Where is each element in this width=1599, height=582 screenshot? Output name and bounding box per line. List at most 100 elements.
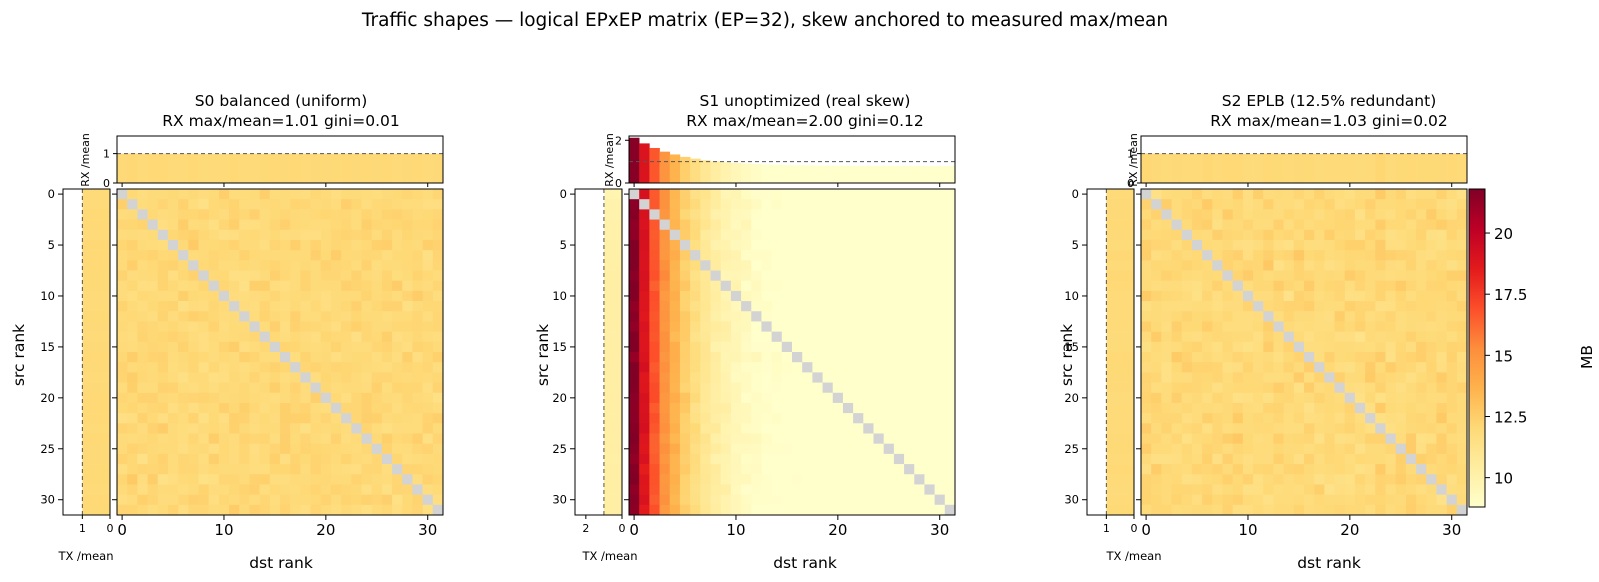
heatmap-cell: [761, 250, 773, 261]
heatmap-cell: [1141, 301, 1152, 312]
heatmap-cell: [208, 229, 220, 241]
y-tick-label: 15: [1064, 340, 1079, 354]
rx-bar: [853, 165, 864, 183]
heatmap-cell: [812, 250, 823, 261]
heatmap-cell: [781, 464, 793, 475]
heatmap-cell: [1324, 484, 1335, 496]
heatmap-cell: [412, 484, 424, 496]
heatmap-cell: [761, 474, 773, 485]
heatmap-cell: [649, 189, 660, 200]
heatmap-cell: [812, 352, 823, 363]
heatmap-cell: [639, 260, 650, 271]
heatmap-cell: [720, 239, 732, 251]
heatmap-cell: [229, 341, 240, 353]
heatmap-cell: [649, 352, 660, 363]
heatmap-cell: [1212, 290, 1223, 302]
heatmap-cell: [127, 301, 138, 312]
heatmap-cell: [842, 301, 854, 312]
heatmap-cell: [1426, 260, 1437, 271]
heatmap-cell: [669, 270, 681, 282]
heatmap-cell: [1212, 504, 1223, 516]
rx-bar: [1436, 153, 1447, 183]
heatmap-cell: [812, 392, 823, 404]
heatmap-cell: [1283, 199, 1295, 210]
heatmap-cell: [659, 331, 671, 343]
tx-bar: [1106, 341, 1134, 353]
rx-bar: [822, 165, 834, 183]
heatmap-cell: [700, 341, 711, 353]
heatmap-cell: [422, 260, 434, 271]
heatmap-cell: [720, 331, 732, 343]
heatmap-cell: [781, 280, 793, 292]
heatmap-cell: [351, 504, 362, 516]
heatmap-cell: [1354, 352, 1366, 363]
heatmap-cell: [904, 423, 915, 434]
heatmap-cell: [812, 219, 823, 231]
heatmap-cell: [822, 209, 834, 220]
heatmap-cell: [381, 382, 393, 394]
heatmap-cell: [1436, 311, 1448, 322]
heatmap-cell: [822, 362, 834, 373]
heatmap-cell: [300, 413, 311, 424]
heatmap-cell: [1293, 280, 1305, 292]
heatmap-cell: [1232, 423, 1244, 434]
heatmap-cell: [1416, 443, 1427, 455]
heatmap-cell: [1344, 250, 1356, 261]
heatmap-cell: [1151, 494, 1162, 506]
heatmap-cell: [832, 321, 844, 333]
heatmap-cell: [1405, 494, 1417, 506]
heatmap-cell: [229, 484, 240, 496]
heatmap-cell: [320, 402, 332, 414]
heatmap-cell: [944, 423, 956, 434]
heatmap-cell: [198, 321, 210, 333]
heatmap-cell: [751, 331, 762, 343]
tx-bar: [1106, 494, 1134, 506]
heatmap-cell: [239, 504, 250, 516]
heatmap-cell: [1446, 392, 1458, 404]
heatmap-cell: [1375, 199, 1386, 210]
heatmap-cell: [330, 372, 342, 383]
heatmap-cell: [1151, 331, 1162, 343]
heatmap-cell: [310, 199, 322, 210]
heatmap-cell: [1354, 382, 1366, 394]
rx-bar: [249, 153, 260, 183]
heatmap-cell: [351, 362, 362, 373]
heatmap-cell: [730, 494, 742, 506]
heatmap-cell: [710, 331, 722, 343]
heatmap-cell: [269, 352, 281, 363]
heatmap-cell: [690, 260, 701, 271]
heatmap-cell: [832, 453, 844, 465]
heatmap-cell: [1151, 270, 1162, 282]
tx-bar: [603, 270, 622, 281]
heatmap-cell: [157, 402, 169, 414]
heatmap-cell: [669, 413, 681, 424]
heatmap-cell: [883, 504, 895, 516]
heatmap-cell: [679, 402, 691, 414]
heatmap-cell: [771, 250, 783, 261]
heatmap-cell: [198, 229, 210, 241]
heatmap-cell: [1314, 392, 1325, 404]
heatmap-cell: [1375, 382, 1386, 394]
heatmap-cell: [392, 341, 403, 353]
heatmap-cell: [893, 392, 905, 404]
heatmap-cell: [1405, 474, 1417, 485]
heatmap-cell: [934, 270, 946, 282]
heatmap-cell: [842, 290, 854, 302]
heatmap-cell: [781, 484, 793, 496]
heatmap-cell: [157, 280, 169, 292]
rx-bar: [1141, 153, 1152, 183]
heatmap-cell: [1375, 464, 1386, 475]
heatmap-cell: [127, 239, 138, 251]
heatmap-cell: [934, 494, 946, 506]
heatmap-cell: [1202, 219, 1213, 231]
heatmap-cell: [1395, 280, 1407, 292]
heatmap-cell: [1354, 504, 1366, 516]
heatmap-cell: [1151, 311, 1162, 322]
heatmap-cell: [741, 219, 752, 231]
heatmap-cell: [1253, 219, 1264, 231]
heatmap-cell: [1293, 474, 1305, 485]
heatmap-cell: [1232, 189, 1244, 200]
heatmap-cell: [1405, 443, 1417, 455]
heatmap-cell: [1314, 382, 1325, 394]
heatmap-cell: [1242, 352, 1254, 363]
